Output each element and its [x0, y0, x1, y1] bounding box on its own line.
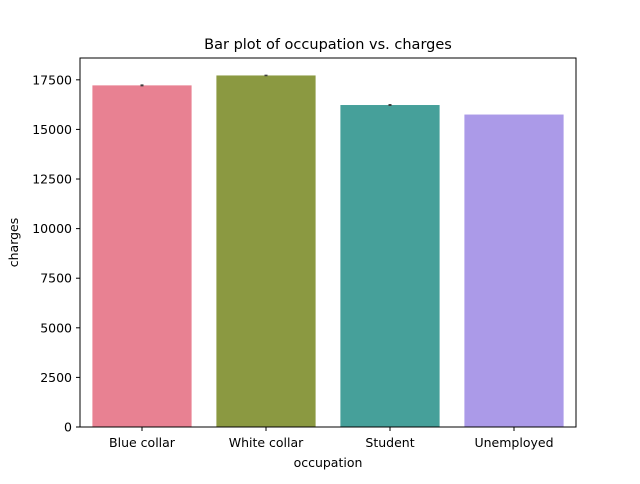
x-axis-label: occupation	[294, 455, 363, 470]
y-tick-label: 7500	[40, 271, 72, 286]
bar-student	[340, 105, 440, 428]
x-axis: Blue collar White collar Student Unemployed	[109, 427, 554, 450]
bar-white-collar	[216, 75, 316, 427]
y-tick-label: 15000	[32, 122, 72, 137]
errorbars-layer	[140, 74, 392, 107]
y-tick-label: 12500	[32, 172, 72, 187]
chart-title: Bar plot of occupation vs. charges	[204, 37, 452, 53]
y-axis: 0 2500 5000 7500 10000 12500 15000 17500	[32, 72, 80, 435]
x-tick-label: Blue collar	[109, 435, 176, 450]
y-axis-label: charges	[6, 218, 21, 268]
y-tick-label: 17500	[32, 72, 72, 87]
x-tick-label: White collar	[229, 435, 304, 450]
bars-layer	[92, 75, 564, 428]
x-tick-label: Student	[365, 435, 414, 450]
bar-unemployed	[464, 114, 564, 428]
y-tick-label: 10000	[32, 221, 72, 236]
y-tick-label: 2500	[40, 370, 72, 385]
y-tick-label: 0	[64, 420, 72, 435]
y-tick-label: 5000	[40, 320, 72, 335]
bar-blue-collar	[92, 85, 192, 428]
plot-frame	[79, 57, 577, 428]
x-tick-label: Unemployed	[474, 435, 553, 450]
